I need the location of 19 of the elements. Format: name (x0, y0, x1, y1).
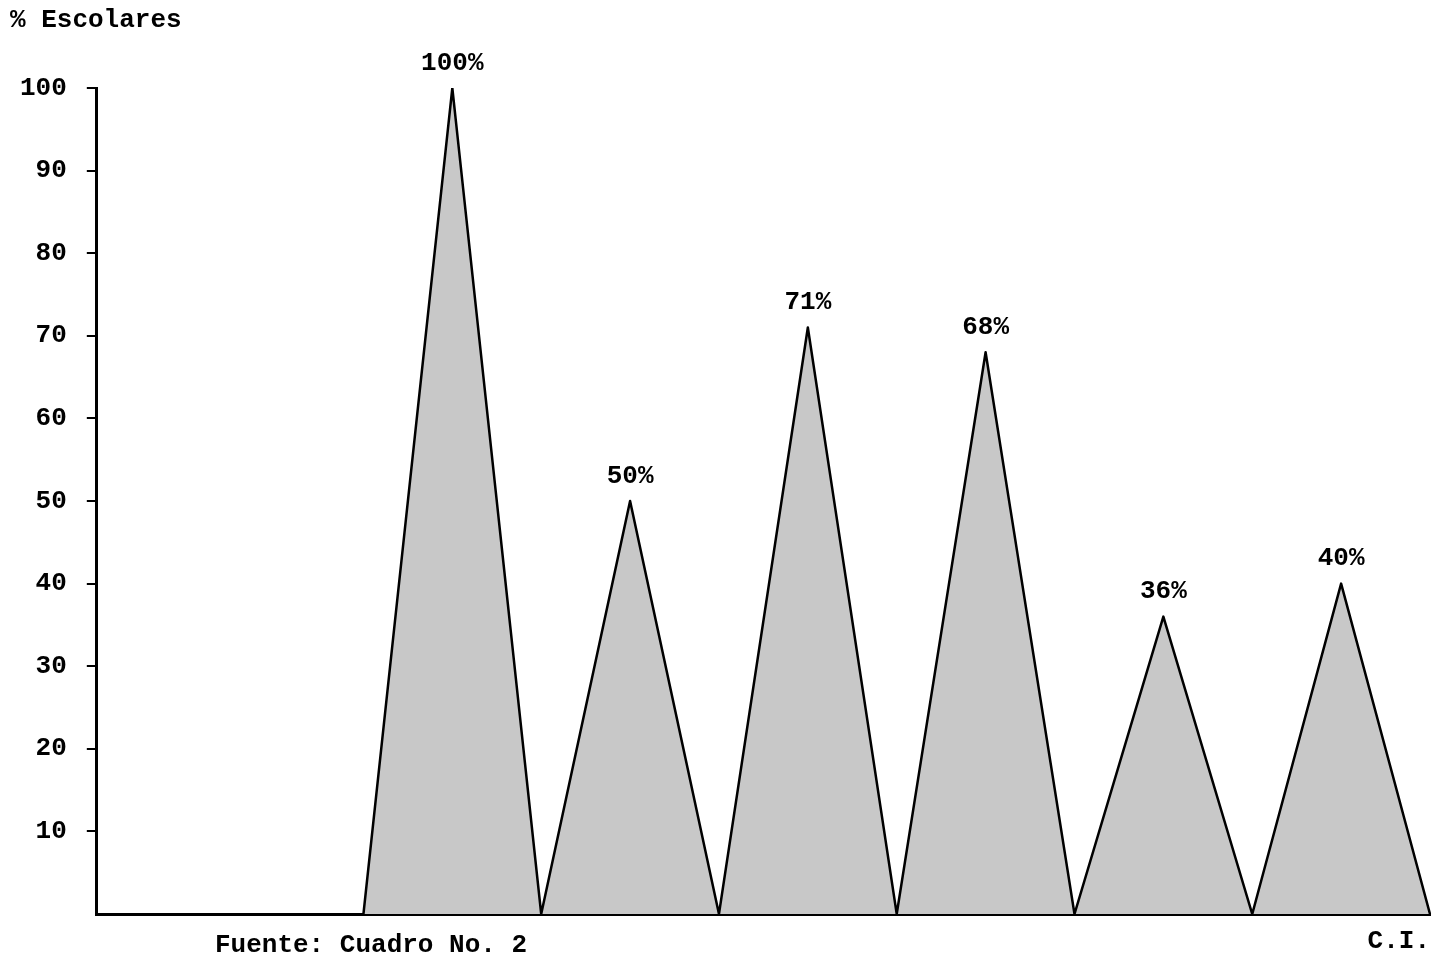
data-label: 100% (421, 47, 484, 78)
y-tick-label: 30 (35, 650, 67, 681)
y-tick-label: 20 (35, 733, 67, 764)
y-tick-label: 90 (35, 155, 67, 186)
data-label: 71% (784, 287, 832, 318)
y-tick-label: 100 (20, 72, 67, 103)
y-tick-label: 10 (35, 815, 67, 846)
source-note: Fuente: Cuadro No. 2 (215, 929, 528, 956)
x-axis-title: C.I. (1367, 925, 1430, 956)
data-label: 36% (1139, 576, 1188, 607)
y-tick-label: 50 (35, 485, 67, 516)
y-tick-label: 70 (35, 320, 67, 351)
data-label: 40% (1317, 543, 1365, 574)
y-tick-label: 60 (35, 402, 67, 433)
data-label: 50% (606, 460, 654, 491)
y-axis-title: % Escolares (10, 4, 182, 35)
data-label: 68% (962, 311, 1010, 342)
y-tick-label: 40 (35, 568, 67, 599)
y-tick-label: 80 (35, 237, 67, 268)
